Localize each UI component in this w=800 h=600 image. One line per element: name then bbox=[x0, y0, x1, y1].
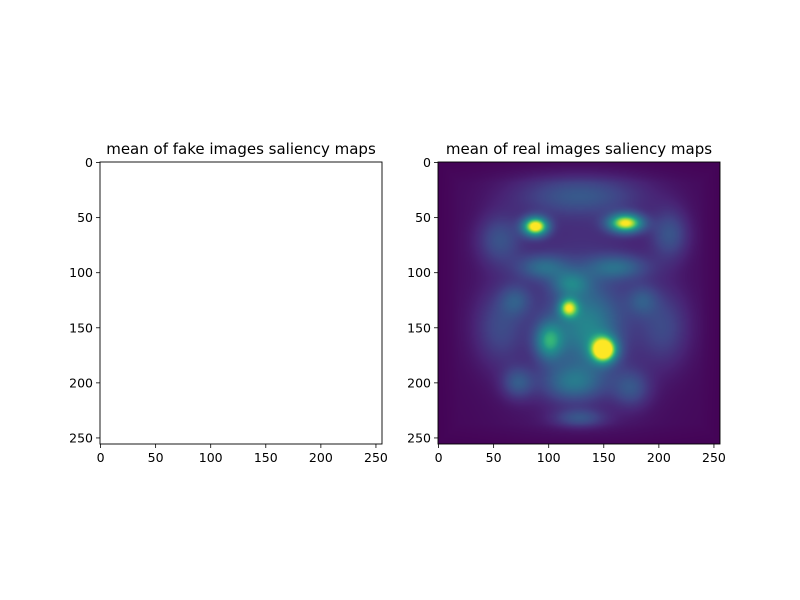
axes-frame bbox=[437, 161, 721, 445]
plot-panel-1: mean of fake images saliency maps 0 50 100 1… bbox=[69, 140, 388, 465]
y-tick-label: 250 bbox=[407, 430, 431, 445]
y-tick-label: 50 bbox=[77, 210, 93, 225]
y-tick-label: 100 bbox=[69, 265, 93, 280]
y-tick-label: 150 bbox=[407, 320, 431, 335]
x-tick-label: 250 bbox=[702, 450, 726, 465]
y-tick-label: 0 bbox=[423, 155, 431, 170]
x-tick-label: 50 bbox=[486, 450, 502, 465]
y-tick-label: 250 bbox=[69, 430, 93, 445]
y-tick-label: 200 bbox=[69, 375, 93, 390]
x-tick-label: 200 bbox=[309, 450, 333, 465]
x-tick-label: 150 bbox=[592, 450, 616, 465]
axes-frame bbox=[99, 161, 383, 445]
y-tick-label: 100 bbox=[407, 265, 431, 280]
y-tick-label: 200 bbox=[407, 375, 431, 390]
x-tick-label: 150 bbox=[254, 450, 278, 465]
x-tick-label: 100 bbox=[537, 450, 561, 465]
x-tick-label: 200 bbox=[647, 450, 671, 465]
x-tick-label: 50 bbox=[148, 450, 164, 465]
y-tick-label: 150 bbox=[69, 320, 93, 335]
y-tick-label: 50 bbox=[415, 210, 431, 225]
chart-title: mean of real images saliency maps bbox=[446, 140, 712, 158]
x-tick-label: 0 bbox=[97, 450, 105, 465]
x-tick-label: 0 bbox=[435, 450, 443, 465]
y-tick-label: 0 bbox=[85, 155, 93, 170]
saliency-heatmap-image bbox=[438, 162, 720, 444]
chart-title: mean of fake images saliency maps bbox=[106, 140, 376, 158]
x-tick-label: 250 bbox=[364, 450, 388, 465]
x-tick-label: 100 bbox=[199, 450, 223, 465]
plot-panel-2: mean of real images saliency maps 0 50 100 1… bbox=[407, 140, 726, 465]
